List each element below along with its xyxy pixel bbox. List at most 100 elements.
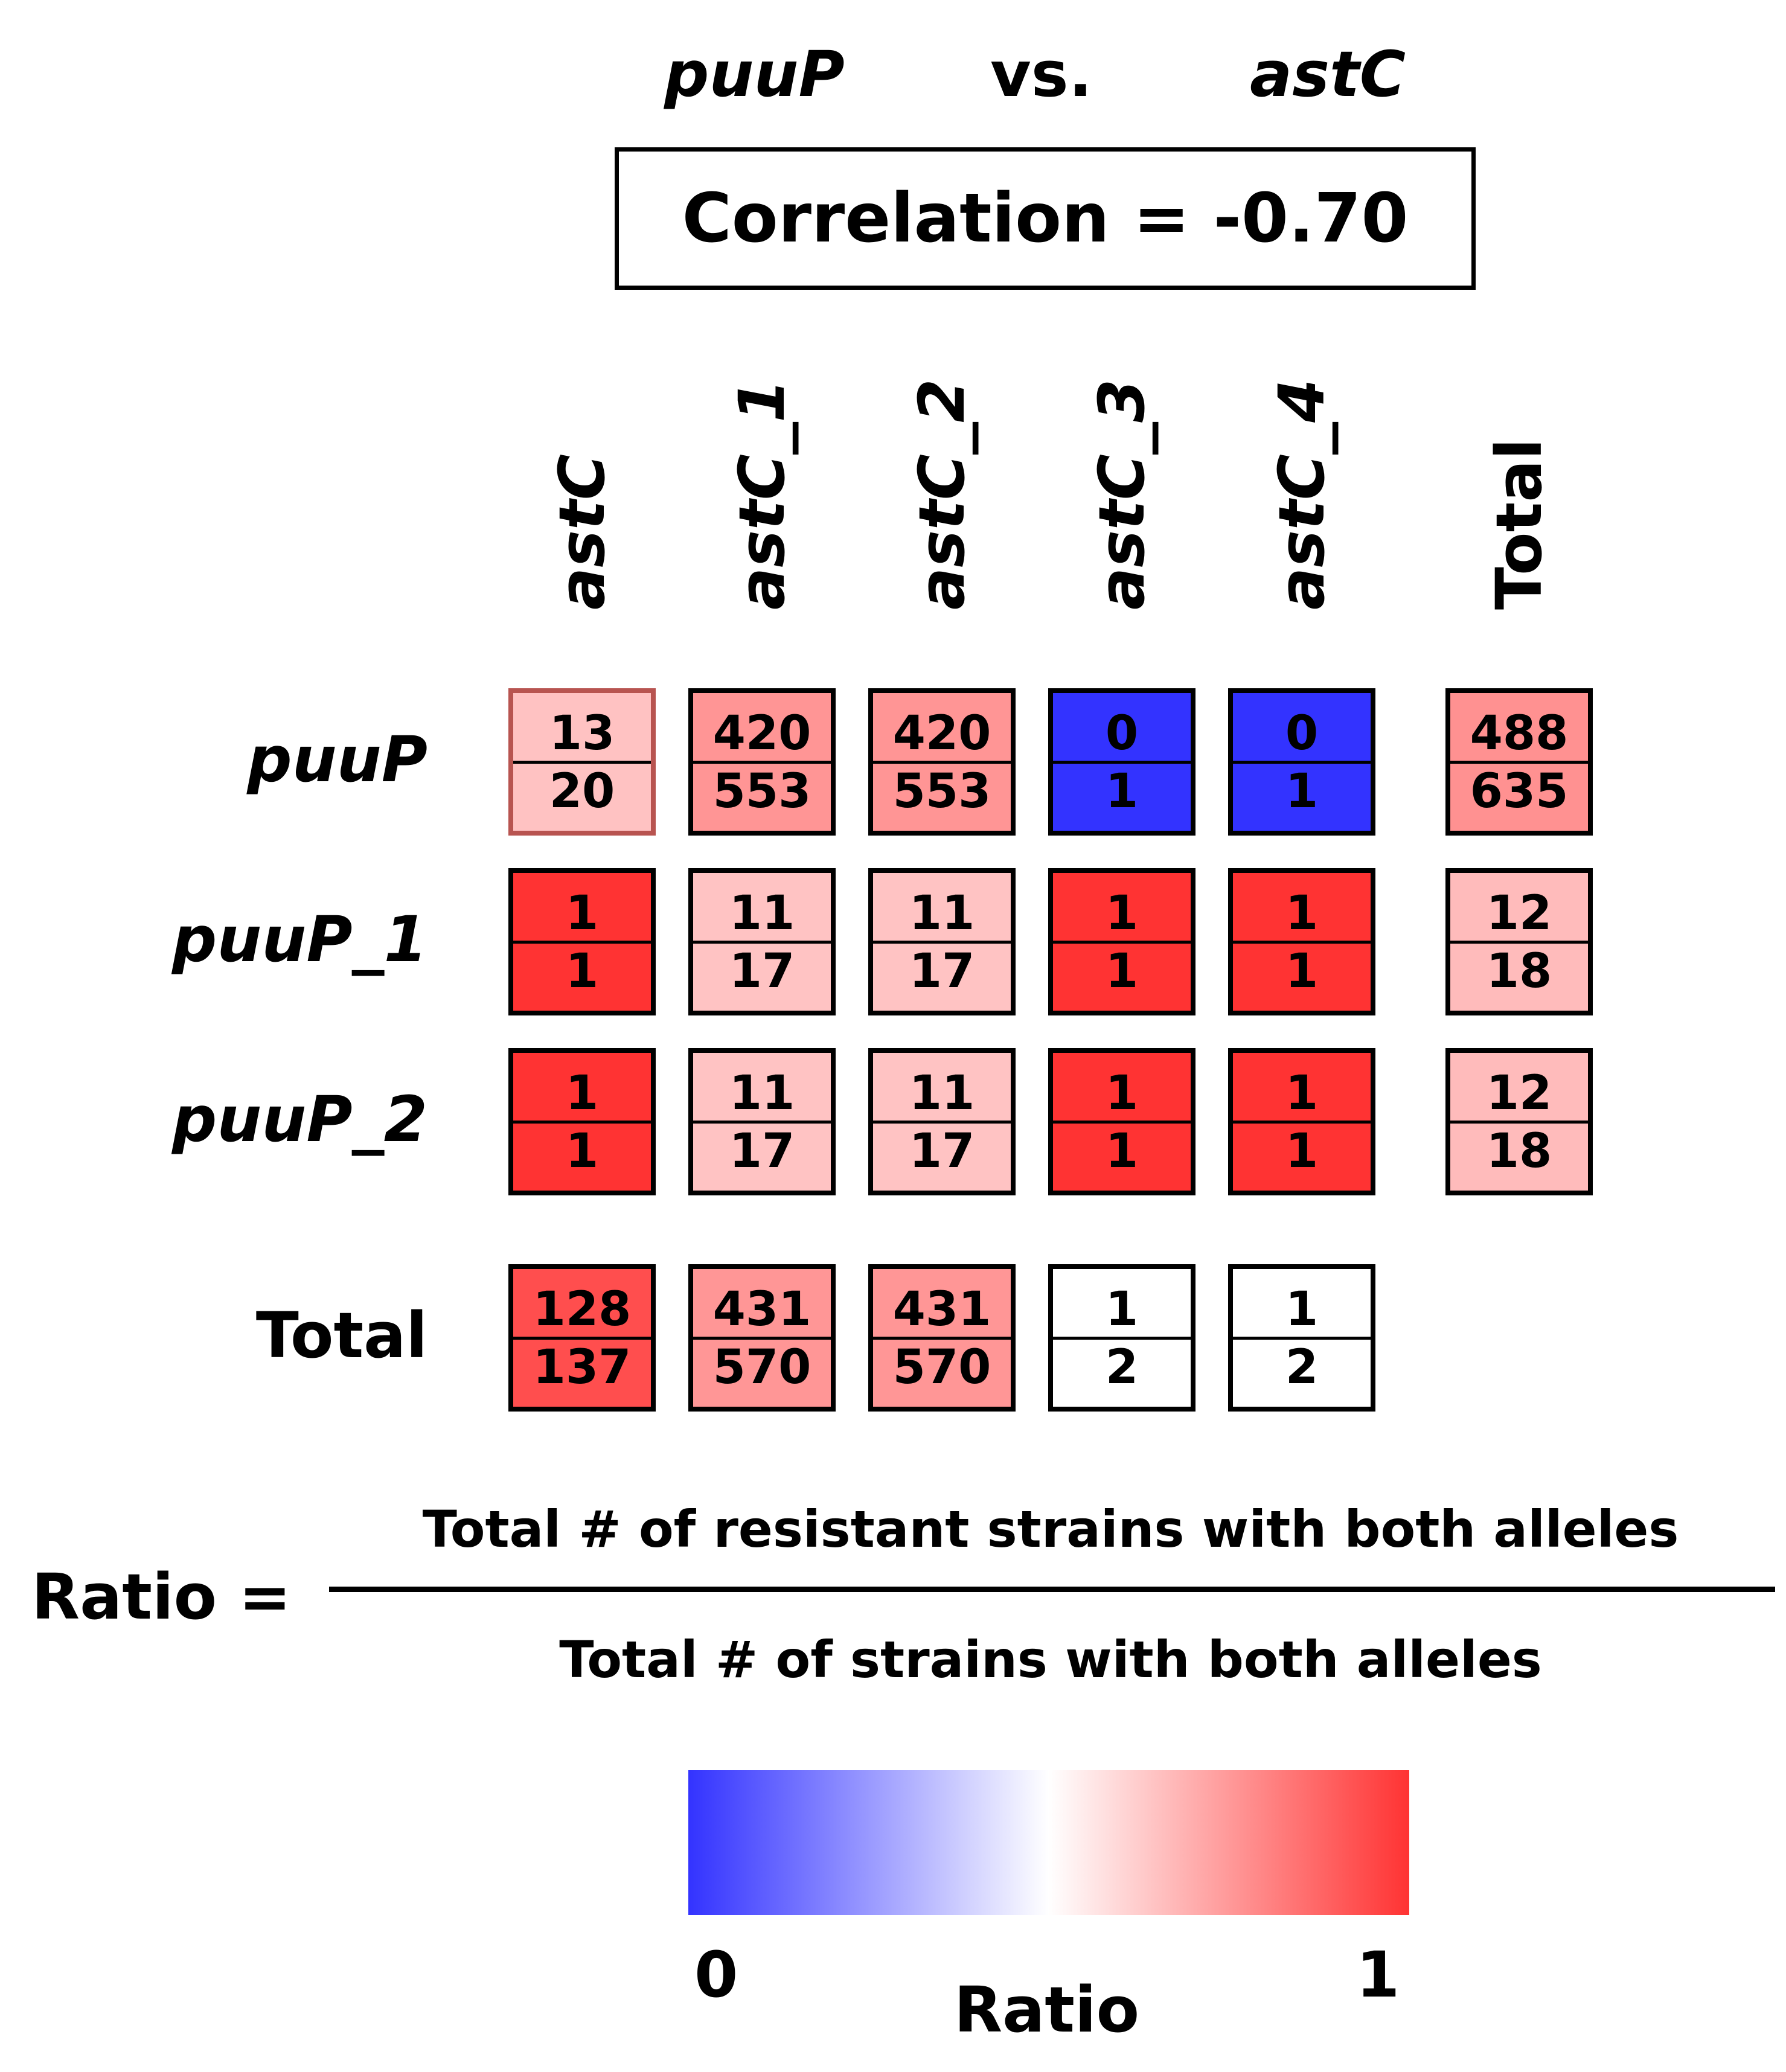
heatmap-cell: 11 17 xyxy=(688,868,836,1015)
cell-denominator: 17 xyxy=(729,1124,795,1178)
column-label-text: astC_1 xyxy=(725,379,799,610)
cell-denominator: 17 xyxy=(909,944,975,999)
cell-numerator: 1 xyxy=(565,1066,599,1121)
fraction-bar xyxy=(329,1587,1775,1592)
cell-divider xyxy=(1053,941,1191,944)
cell-divider xyxy=(1233,1337,1371,1340)
correlation-label: Correlation = -0.70 xyxy=(682,179,1409,258)
cell-divider xyxy=(513,761,651,764)
cell-divider xyxy=(1053,1121,1191,1124)
column-label-text: astC_3 xyxy=(1085,379,1159,610)
cell-divider xyxy=(693,1121,831,1124)
colorbar xyxy=(688,1770,1409,1915)
cell-denominator: 17 xyxy=(729,944,795,999)
cell-denominator: 553 xyxy=(712,764,811,819)
cell-numerator: 1 xyxy=(565,886,599,941)
cell-numerator: 0 xyxy=(1285,706,1319,761)
cell-numerator: 431 xyxy=(712,1282,811,1337)
cell-numerator: 11 xyxy=(909,1066,975,1121)
row-label-total: Total xyxy=(255,1299,427,1372)
heatmap-cell: 11 17 xyxy=(868,1048,1016,1195)
cell-numerator: 0 xyxy=(1105,706,1139,761)
cell-divider xyxy=(1450,761,1588,764)
cell-divider xyxy=(693,761,831,764)
heatmap-cell: 420 553 xyxy=(868,688,1016,836)
colorbar-max-label: 1 xyxy=(1356,1938,1400,2012)
cell-denominator: 18 xyxy=(1486,944,1552,999)
cell-divider xyxy=(873,761,1011,764)
heatmap-cell: 431 570 xyxy=(868,1264,1016,1412)
cell-numerator: 1 xyxy=(1105,886,1139,941)
cell-denominator: 1 xyxy=(1285,1124,1319,1178)
cell-divider xyxy=(693,941,831,944)
cell-numerator: 13 xyxy=(549,706,615,761)
heatmap-cell: 128 137 xyxy=(508,1264,656,1412)
cell-numerator: 128 xyxy=(533,1282,632,1337)
cell-divider xyxy=(873,1121,1011,1124)
cell-numerator: 420 xyxy=(892,706,991,761)
cell-numerator: 420 xyxy=(712,706,811,761)
column-label-text: Total xyxy=(1482,438,1556,610)
cell-divider xyxy=(1233,941,1371,944)
ratio-numerator: Total # of resistant strains with both a… xyxy=(422,1500,1679,1559)
cell-denominator: 17 xyxy=(909,1124,975,1178)
gene-b-title: astC xyxy=(1250,37,1406,111)
cell-denominator: 1 xyxy=(1105,944,1139,999)
cell-denominator: 18 xyxy=(1486,1124,1552,1178)
cell-numerator: 1 xyxy=(1285,886,1319,941)
cell-numerator: 431 xyxy=(892,1282,991,1337)
ratio-formula-label: Ratio = xyxy=(31,1560,292,1634)
cell-denominator: 553 xyxy=(892,764,991,819)
cell-divider xyxy=(1053,761,1191,764)
heatmap-cell: 12 18 xyxy=(1445,868,1593,1015)
cell-divider xyxy=(1233,1121,1371,1124)
cell-divider xyxy=(513,1337,651,1340)
cell-denominator: 570 xyxy=(892,1340,991,1395)
cell-denominator: 1 xyxy=(1285,944,1319,999)
heatmap-cell: 12 18 xyxy=(1445,1048,1593,1195)
cell-numerator: 11 xyxy=(729,886,795,941)
cell-divider xyxy=(873,1337,1011,1340)
cell-numerator: 1 xyxy=(1105,1282,1139,1337)
cell-denominator: 1 xyxy=(1105,764,1139,819)
cell-numerator: 488 xyxy=(1470,706,1569,761)
cell-numerator: 12 xyxy=(1486,886,1552,941)
heatmap-cell: 488 635 xyxy=(1445,688,1593,836)
heatmap-cell: 431 570 xyxy=(688,1264,836,1412)
cell-numerator: 12 xyxy=(1486,1066,1552,1121)
correlation-box: Correlation = -0.70 xyxy=(615,147,1476,290)
cell-denominator: 570 xyxy=(712,1340,811,1395)
cell-divider xyxy=(1053,1337,1191,1340)
cell-denominator: 635 xyxy=(1470,764,1569,819)
cell-numerator: 11 xyxy=(729,1066,795,1121)
cell-denominator: 137 xyxy=(533,1340,632,1395)
cell-divider xyxy=(1450,941,1588,944)
column-label-text: astC xyxy=(545,453,619,610)
cell-numerator: 1 xyxy=(1285,1066,1319,1121)
cell-denominator: 2 xyxy=(1285,1340,1319,1395)
cell-divider xyxy=(1233,761,1371,764)
cell-divider xyxy=(693,1337,831,1340)
gene-a-title: puuP xyxy=(664,37,845,111)
cell-divider xyxy=(513,1121,651,1124)
cell-numerator: 1 xyxy=(1105,1066,1139,1121)
vs-label: vs. xyxy=(990,37,1093,111)
colorbar-min-label: 0 xyxy=(694,1938,738,2012)
cell-divider xyxy=(873,941,1011,944)
cell-denominator: 2 xyxy=(1105,1340,1139,1395)
ratio-denominator: Total # of strains with both alleles xyxy=(559,1630,1542,1689)
heatmap-cell: 11 17 xyxy=(688,1048,836,1195)
cell-numerator: 11 xyxy=(909,886,975,941)
heatmap-cell: 13 20 xyxy=(508,688,656,836)
cell-divider xyxy=(513,941,651,944)
heatmap-cell: 420 553 xyxy=(688,688,836,836)
